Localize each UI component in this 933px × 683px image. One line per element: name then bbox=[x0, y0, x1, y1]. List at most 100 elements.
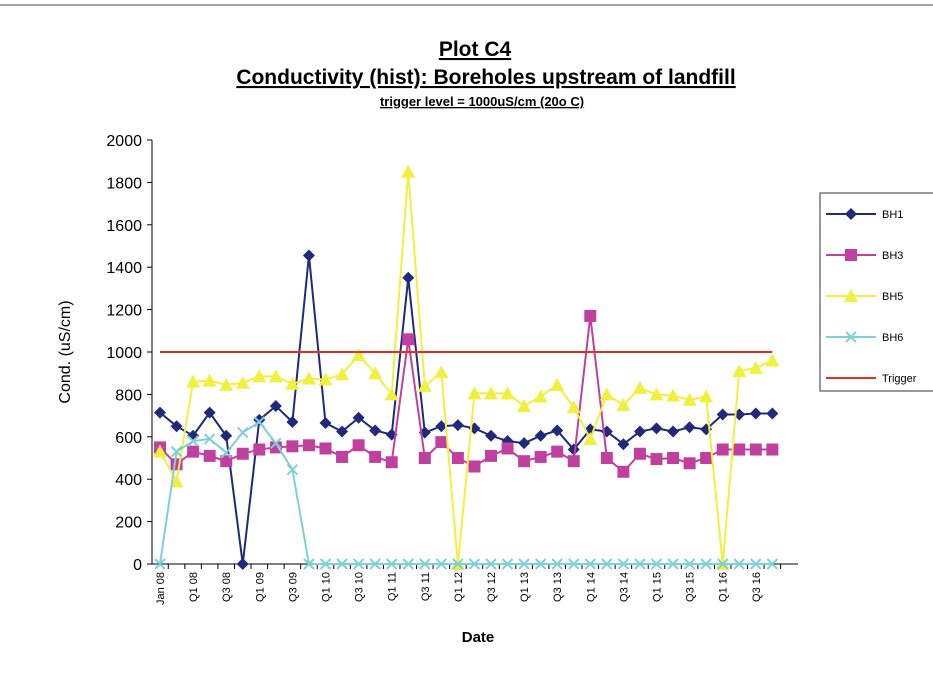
y-tick-label: 800 bbox=[115, 387, 142, 404]
point bbox=[534, 429, 547, 442]
point bbox=[186, 374, 201, 388]
point bbox=[302, 439, 315, 452]
y-tick-label: 400 bbox=[115, 472, 142, 489]
point bbox=[667, 425, 680, 438]
point bbox=[319, 442, 332, 455]
legend-label: BH1 bbox=[882, 209, 903, 221]
x-tick-label: Jan 08 bbox=[155, 572, 167, 605]
point bbox=[270, 437, 282, 449]
point bbox=[650, 422, 663, 435]
x-tick-label: Q1 08 bbox=[188, 572, 200, 602]
point bbox=[336, 558, 348, 570]
point bbox=[352, 439, 365, 452]
point bbox=[351, 348, 366, 362]
point bbox=[649, 387, 664, 401]
point bbox=[402, 558, 414, 570]
point bbox=[716, 408, 729, 421]
point bbox=[235, 375, 250, 389]
point bbox=[237, 426, 249, 439]
point bbox=[617, 465, 630, 478]
series-line bbox=[159, 255, 773, 565]
point bbox=[170, 445, 183, 458]
point bbox=[534, 558, 547, 570]
legend-box bbox=[819, 192, 933, 392]
point bbox=[683, 421, 696, 434]
y-tick-label: 200 bbox=[115, 515, 142, 532]
point bbox=[568, 558, 580, 570]
point bbox=[385, 558, 398, 570]
x-tick-label: Q3 11 bbox=[420, 572, 432, 601]
point bbox=[368, 366, 383, 380]
point bbox=[533, 389, 548, 403]
point bbox=[336, 425, 349, 438]
legend-label: BH3 bbox=[882, 250, 903, 262]
point bbox=[236, 447, 249, 460]
point bbox=[844, 289, 858, 302]
point bbox=[435, 436, 448, 449]
point bbox=[518, 558, 530, 570]
point bbox=[716, 558, 729, 570]
point bbox=[617, 438, 630, 451]
point bbox=[203, 449, 216, 462]
point bbox=[253, 413, 266, 426]
point bbox=[252, 369, 267, 383]
point bbox=[517, 399, 532, 413]
x-tick-label: Q3 14 bbox=[618, 572, 630, 602]
point bbox=[765, 353, 780, 367]
point bbox=[187, 445, 200, 458]
point bbox=[434, 365, 449, 379]
legend-label: Trigger bbox=[882, 373, 917, 385]
point bbox=[650, 453, 663, 466]
point bbox=[550, 377, 565, 391]
point bbox=[484, 386, 498, 400]
point bbox=[766, 407, 779, 420]
point bbox=[318, 372, 333, 386]
x-tick-label: Q1 09 bbox=[254, 572, 266, 602]
point bbox=[601, 558, 613, 570]
point bbox=[667, 558, 679, 570]
x-tick-label: Q3 16 bbox=[751, 572, 763, 602]
point bbox=[452, 558, 464, 570]
point bbox=[551, 558, 563, 570]
point bbox=[203, 406, 216, 419]
legend-label: BH5 bbox=[882, 291, 903, 303]
point bbox=[219, 377, 234, 391]
point bbox=[319, 558, 332, 570]
point bbox=[369, 558, 381, 570]
point bbox=[617, 558, 630, 570]
point bbox=[518, 455, 531, 468]
point bbox=[748, 360, 763, 374]
point bbox=[634, 558, 646, 570]
point bbox=[170, 420, 183, 433]
point bbox=[384, 387, 399, 401]
point bbox=[352, 411, 365, 424]
y-tick-label: 1200 bbox=[106, 303, 142, 320]
point bbox=[352, 558, 365, 570]
point bbox=[600, 452, 613, 464]
y-tick-label: 1600 bbox=[106, 218, 142, 235]
point bbox=[154, 558, 166, 570]
x-tick-label: Q1 16 bbox=[718, 572, 730, 602]
point bbox=[749, 407, 762, 420]
point bbox=[286, 463, 299, 476]
point bbox=[203, 433, 216, 445]
y-tick-label: 1400 bbox=[106, 260, 142, 277]
point bbox=[667, 452, 680, 464]
point bbox=[518, 437, 531, 450]
point bbox=[551, 424, 564, 437]
point bbox=[501, 442, 514, 455]
point bbox=[269, 441, 282, 454]
point bbox=[750, 558, 762, 570]
legend-label: BH6 bbox=[882, 332, 903, 344]
point bbox=[766, 558, 779, 570]
point bbox=[468, 460, 481, 473]
y-tick-label: 1000 bbox=[106, 345, 142, 362]
point bbox=[451, 452, 464, 464]
point bbox=[169, 474, 184, 488]
point bbox=[584, 558, 597, 570]
point bbox=[269, 400, 282, 413]
point bbox=[749, 443, 762, 456]
point bbox=[302, 249, 315, 262]
point bbox=[385, 456, 398, 469]
